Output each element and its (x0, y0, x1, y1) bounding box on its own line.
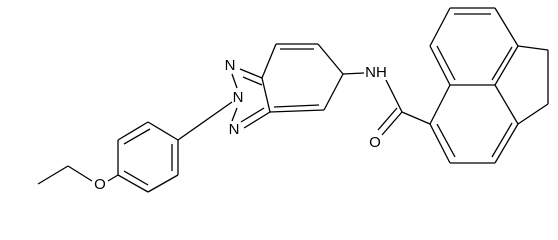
atom-label: NH (365, 64, 387, 81)
bond (123, 128, 151, 145)
bond (342, 72, 365, 75)
bond (317, 43, 344, 75)
bond (429, 45, 451, 86)
bond (147, 121, 179, 141)
bond (436, 123, 456, 158)
bond (231, 107, 238, 122)
bond (269, 109, 325, 113)
bond (261, 43, 277, 79)
bond (243, 111, 271, 129)
bonds (37, 7, 549, 193)
atom-label: N (229, 121, 240, 138)
bond (491, 46, 513, 81)
bond (381, 111, 403, 136)
atom-label: N (225, 57, 236, 74)
bond (261, 77, 271, 113)
bond (242, 76, 263, 86)
bond (377, 107, 398, 131)
bond (273, 104, 320, 108)
bond (429, 7, 451, 47)
bond (67, 165, 93, 182)
atom-label: N (233, 89, 244, 106)
bond (494, 84, 519, 125)
bond (177, 101, 233, 141)
bond (494, 123, 519, 164)
bond (517, 45, 549, 51)
bond (517, 103, 549, 125)
bond (429, 123, 451, 164)
bond (107, 174, 119, 182)
atom-label: O (369, 134, 381, 151)
bond (323, 73, 344, 111)
bond (385, 79, 403, 113)
molecule-diagram: N N N NH O O (37, 7, 549, 193)
bond (117, 121, 149, 141)
bond (147, 174, 179, 193)
bond (436, 45, 456, 81)
bond (37, 165, 69, 185)
atom-label: O (94, 176, 106, 193)
bond (231, 73, 238, 89)
bond (494, 45, 519, 86)
bond (117, 174, 149, 193)
bond (123, 170, 149, 186)
bond (240, 107, 265, 123)
bond (401, 111, 431, 125)
bond (239, 68, 263, 79)
bond (494, 7, 519, 47)
bond (429, 84, 451, 125)
bond (491, 122, 513, 158)
